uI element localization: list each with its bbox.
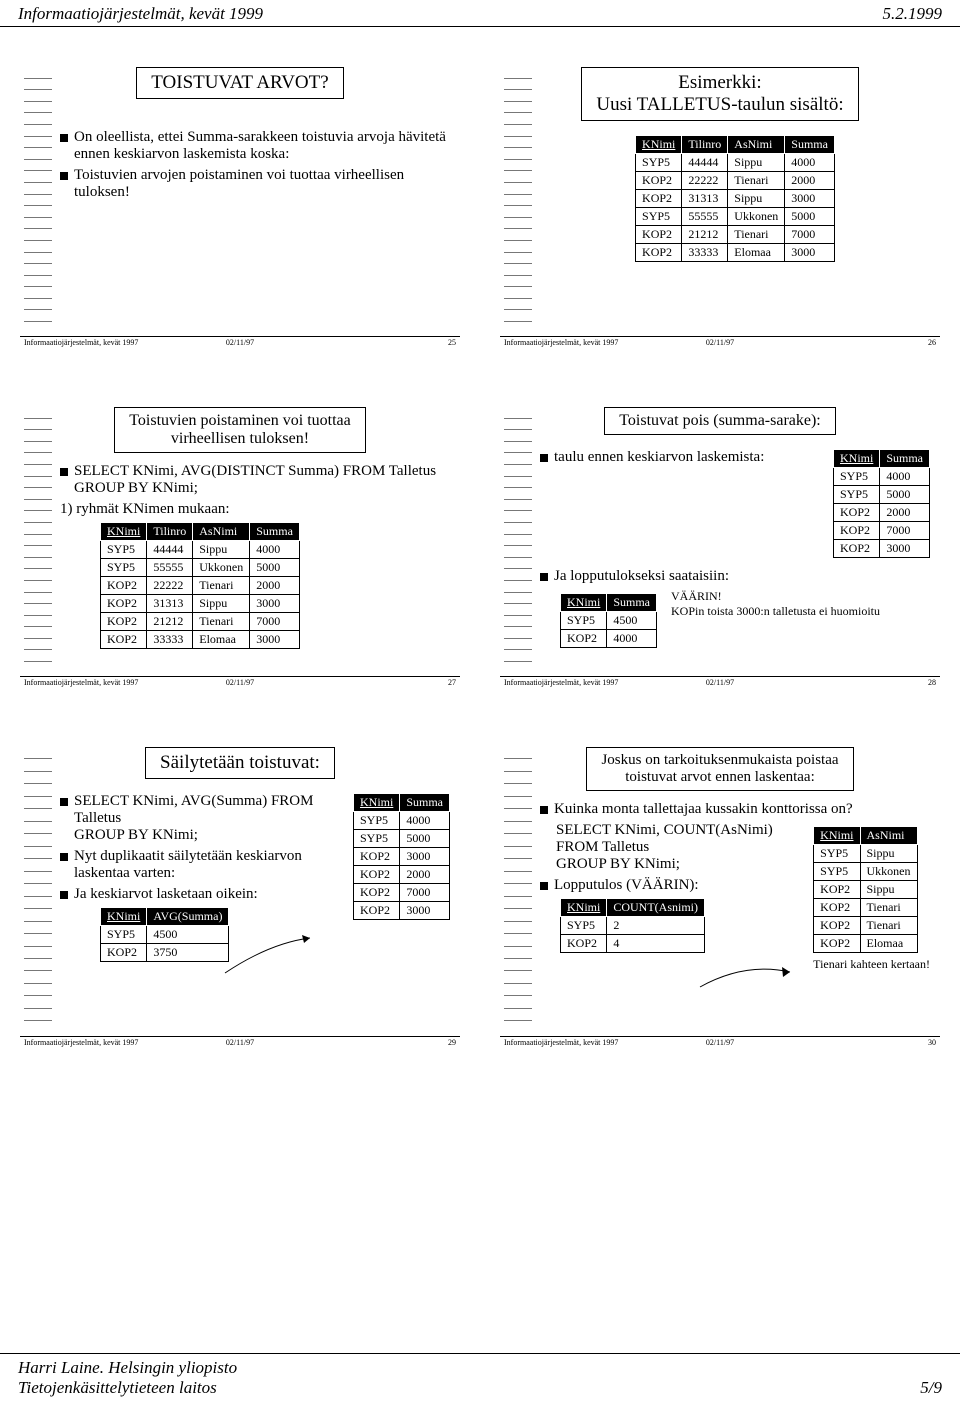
bullet-icon (540, 882, 548, 890)
slide-title: TOISTUVAT ARVOT? (136, 67, 343, 99)
subheading: 1) ryhmät KNimen mukaan: (60, 501, 450, 518)
slide-25: TOISTUVAT ARVOT? On oleellista, ettei Su… (20, 67, 460, 347)
row-3: Säilytetään toistuvat: SELECT KNimi, AVG… (20, 747, 940, 1047)
pre-avg-table: KNimiSummaSYP54000SYP55000KOP22000KOP270… (833, 449, 930, 558)
error-note: Tienari kahteen kertaan! (813, 957, 930, 972)
hatch-deco (24, 747, 52, 1033)
row-1: TOISTUVAT ARVOT? On oleellista, ettei Su… (20, 67, 940, 347)
bullet-text: Nyt duplikaatit säilytetään keskiarvon l… (74, 848, 343, 882)
count-result-table: KNimiCOUNT(Asnimi)SYP52KOP24 (560, 898, 705, 953)
bullet-icon (60, 468, 68, 476)
bullet-icon (60, 853, 68, 861)
bullet-icon (60, 798, 68, 806)
hatch-deco (24, 67, 52, 333)
grouped-table: KNimiTilinroAsNimiSummaSYP544444Sippu400… (100, 522, 300, 649)
bullet-icon (540, 454, 548, 462)
bullet-icon (60, 134, 68, 142)
result-table: KNimiSummaSYP54500KOP24000 (560, 593, 657, 648)
bullet-text: Ja keskiarvot lasketaan oikein: (74, 886, 258, 903)
slide-title: Joskus on tarkoituksenmukaista poistaato… (586, 747, 853, 791)
slide-footer: Informaatiojärjestelmät, kevät 1997 02/1… (500, 676, 940, 687)
error-note: VÄÄRIN!KOPin toista 3000:n talletusta ei… (671, 589, 880, 619)
query-text: SELECT KNimi, COUNT(AsNimi)FROM Talletus… (556, 822, 803, 873)
bullet-icon (60, 891, 68, 899)
footer-left: Harri Laine. Helsingin yliopistoTietojen… (18, 1358, 237, 1398)
slide-title: Säilytetään toistuvat: (145, 747, 335, 779)
row-2: Toistuvien poistaminen voi tuottaavirhee… (20, 407, 940, 687)
slide-28: Toistuvat pois (summa-sarake): taulu enn… (500, 407, 940, 687)
slide-footer: Informaatiojärjestelmät, kevät 1997 02/1… (500, 336, 940, 347)
talletus-table: KNimiTilinroAsNimiSummaSYP544444Sippu400… (635, 135, 835, 262)
slide-27: Toistuvien poistaminen voi tuottaavirhee… (20, 407, 460, 687)
bullet-text: Ja lopputulokseksi saataisiin: (554, 568, 729, 585)
bullet-text: taulu ennen keskiarvon laskemista: (554, 449, 764, 466)
slide-26: Esimerkki:Uusi TALLETUS-taulun sisältö: … (500, 67, 940, 347)
hatch-deco (504, 407, 532, 673)
avg-result-table: KNimiAVG(Summa)SYP54500KOP23750 (100, 907, 229, 962)
slide-title: Esimerkki:Uusi TALLETUS-taulun sisältö: (581, 67, 858, 121)
slide-footer: Informaatiojärjestelmät, kevät 1997 02/1… (500, 1036, 940, 1047)
input-table: KNimiSummaSYP54000SYP55000KOP23000KOP220… (353, 793, 450, 920)
bullet-icon (540, 806, 548, 814)
asnimi-table: KNimiAsNimiSYP5SippuSYP5UkkonenKOP2Sippu… (813, 826, 917, 953)
hatch-deco (24, 407, 52, 673)
hatch-deco (504, 67, 532, 333)
slide-footer: Informaatiojärjestelmät, kevät 1997 02/1… (20, 1036, 460, 1047)
slide-footer: Informaatiojärjestelmät, kevät 1997 02/1… (20, 676, 460, 687)
page-header: Informaatiojärjestelmät, kevät 1999 5.2.… (0, 0, 960, 27)
bullet-icon (60, 172, 68, 180)
bullet-text: SELECT KNimi, AVG(DISTINCT Summa) FROM T… (74, 463, 436, 497)
bullet-text: Kuinka monta tallettajaa kussakin kontto… (554, 801, 853, 818)
bullet-text: Lopputulos (VÄÄRIN): (554, 877, 699, 894)
slide-footer: Informaatiojärjestelmät, kevät 1997 02/1… (20, 336, 460, 347)
footer-page: 5/9 (920, 1378, 942, 1398)
bullet-text: On oleellista, ettei Summa-sarakkeen toi… (74, 129, 450, 163)
slide-29: Säilytetään toistuvat: SELECT KNimi, AVG… (20, 747, 460, 1047)
slides-area: TOISTUVAT ARVOT? On oleellista, ettei Su… (0, 27, 960, 1077)
bullet-text: Toistuvien arvojen poistaminen voi tuott… (74, 167, 450, 201)
bullet-text: SELECT KNimi, AVG(Summa) FROM TalletusGR… (74, 793, 343, 844)
hatch-deco (504, 747, 532, 1033)
header-left: Informaatiojärjestelmät, kevät 1999 (18, 4, 263, 24)
slide-30: Joskus on tarkoituksenmukaista poistaato… (500, 747, 940, 1047)
slide-title: Toistuvat pois (summa-sarake): (604, 407, 836, 435)
bullet-icon (540, 573, 548, 581)
page-footer: Harri Laine. Helsingin yliopistoTietojen… (0, 1353, 960, 1398)
slide-title: Toistuvien poistaminen voi tuottaavirhee… (114, 407, 366, 453)
header-right: 5.2.1999 (883, 4, 943, 24)
